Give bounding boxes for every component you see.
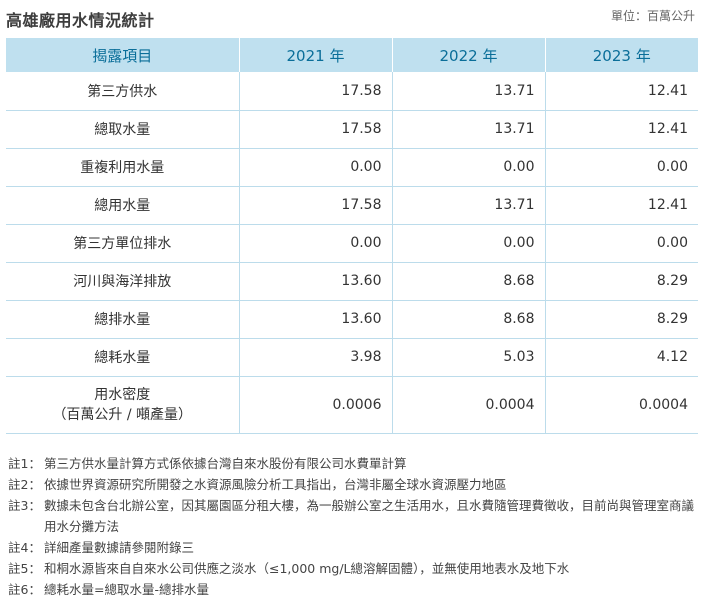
table-row: 第三方單位排水 0.00 0.00 0.00: [6, 224, 698, 263]
footnote-key: 註3：: [8, 498, 41, 513]
value-cell: 0.00: [392, 148, 546, 187]
footnote-text: 依據世界資源研究所開發之水資源風險分析工具指出，台灣非屬全球水資源壓力地區: [44, 477, 507, 492]
value-cell: 8.29: [545, 262, 698, 301]
row-label: 總耗水量: [6, 338, 240, 377]
footnote: 註2： 依據世界資源研究所開發之水資源風險分析工具指出，台灣非屬全球水資源壓力地…: [8, 474, 700, 495]
footnote: 註1： 第三方供水量計算方式係依據台灣自來水股份有限公司水費單計算: [8, 453, 700, 474]
table-row: 總用水量 17.58 13.71 12.41: [6, 186, 698, 225]
footnote-key: 註4：: [8, 540, 41, 555]
footnote-key: 註6：: [8, 582, 41, 597]
value-cell: 13.71: [392, 110, 546, 149]
value-cell: 17.58: [239, 186, 393, 225]
footnote-key: 註5：: [8, 561, 41, 576]
value-cell: 17.58: [239, 110, 393, 149]
footnote-text: 數據未包含台北辦公室，因其屬園區分租大樓，為一般辦公室之生活用水，且水費隨管理費…: [44, 498, 695, 534]
value-cell: 0.00: [239, 148, 393, 187]
value-cell: 5.03: [392, 338, 546, 377]
row-label-unit: （百萬公升 / 噸產量）: [52, 406, 193, 423]
value-cell: 12.41: [545, 110, 698, 149]
footnote: 註4： 詳細產量數據請參閱附錄三: [8, 537, 700, 558]
value-cell: 0.00: [392, 224, 546, 263]
row-label: 河川與海洋排放: [6, 262, 240, 301]
table-row: 總取水量 17.58 13.71 12.41: [6, 110, 698, 149]
footnote-key: 註2：: [8, 477, 41, 492]
value-cell: 3.98: [239, 338, 393, 377]
value-cell: 12.41: [545, 186, 698, 225]
footnote: 註3： 數據未包含台北辦公室，因其屬園區分租大樓，為一般辦公室之生活用水，且水費…: [8, 495, 700, 537]
value-cell: 8.29: [545, 300, 698, 339]
unit-label: 單位：百萬公升: [610, 9, 695, 23]
table-row: 重複利用水量 0.00 0.00 0.00: [6, 148, 698, 187]
water-usage-table: 揭露項目 2021 年 2022 年 2023 年 第三方供水 17.58 13…: [6, 38, 698, 434]
footnote-key: 註1：: [8, 456, 41, 471]
row-label: 第三方供水: [6, 72, 240, 111]
value-cell: 0.00: [545, 224, 698, 263]
row-label: 重複利用水量: [6, 148, 240, 187]
value-cell: 13.71: [392, 186, 546, 225]
footnote-text: 和桐水源皆來自自來水公司供應之淡水（≤1,000 mg/L總溶解固體），並無使用…: [44, 561, 570, 576]
row-label: 總取水量: [6, 110, 240, 149]
value-cell: 4.12: [545, 338, 698, 377]
row-label: 用水密度 （百萬公升 / 噸產量）: [6, 376, 240, 434]
footnote: 註6： 總耗水量=總取水量-總排水量: [8, 579, 700, 600]
value-cell: 0.0004: [392, 376, 546, 434]
value-cell: 0.00: [239, 224, 393, 263]
footnotes: 註1： 第三方供水量計算方式係依據台灣自來水股份有限公司水費單計算 註2： 依據…: [8, 453, 700, 600]
table-row: 總耗水量 3.98 5.03 4.12: [6, 338, 698, 377]
header-2022: 2022 年: [392, 38, 546, 72]
table-row: 總排水量 13.60 8.68 8.29: [6, 300, 698, 339]
header-item: 揭露項目: [6, 38, 240, 72]
row-label: 第三方單位排水: [6, 224, 240, 263]
value-cell: 12.41: [545, 72, 698, 111]
row-label-main: 用水密度: [94, 386, 151, 403]
table-header-row: 揭露項目 2021 年 2022 年 2023 年: [6, 38, 698, 72]
value-cell: 13.60: [239, 300, 393, 339]
value-cell: 13.71: [392, 72, 546, 111]
table-row: 用水密度 （百萬公升 / 噸產量） 0.0006 0.0004 0.0004: [6, 376, 698, 434]
value-cell: 0.00: [545, 148, 698, 187]
table-row: 第三方供水 17.58 13.71 12.41: [6, 72, 698, 111]
row-label: 總排水量: [6, 300, 240, 339]
footnote: 註5： 和桐水源皆來自自來水公司供應之淡水（≤1,000 mg/L總溶解固體），…: [8, 558, 700, 579]
footnote-text: 總耗水量=總取水量-總排水量: [44, 582, 209, 597]
value-cell: 17.58: [239, 72, 393, 111]
value-cell: 0.0004: [545, 376, 698, 434]
value-cell: 13.60: [239, 262, 393, 301]
value-cell: 8.68: [392, 300, 546, 339]
header-2021: 2021 年: [239, 38, 393, 72]
page-title: 高雄廠用水情況統計: [6, 11, 155, 30]
value-cell: 8.68: [392, 262, 546, 301]
footnote-text: 第三方供水量計算方式係依據台灣自來水股份有限公司水費單計算: [44, 456, 407, 471]
footnote-text: 詳細產量數據請參閱附錄三: [44, 540, 195, 555]
value-cell: 0.0006: [239, 376, 393, 434]
table-row: 河川與海洋排放 13.60 8.68 8.29: [6, 262, 698, 301]
row-label: 總用水量: [6, 186, 240, 225]
header-2023: 2023 年: [545, 38, 698, 72]
